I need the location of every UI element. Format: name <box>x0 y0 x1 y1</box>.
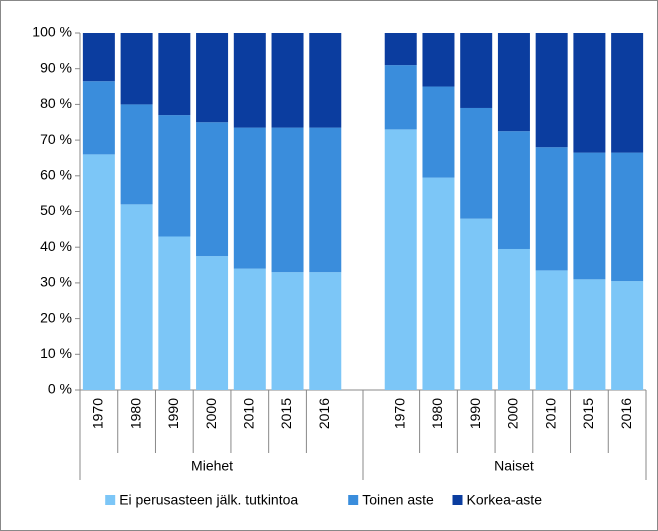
bar-segment <box>535 270 568 390</box>
bar-segment <box>422 177 455 390</box>
x-tick-label: 1990 <box>467 398 483 429</box>
bar-segment <box>271 33 304 128</box>
bar-segment <box>573 33 606 153</box>
y-tick-label: 10 % <box>40 345 72 361</box>
y-tick-label: 40 % <box>40 238 72 254</box>
y-tick-label: 20 % <box>40 309 72 325</box>
bar-segment <box>384 129 417 390</box>
y-tick-label: 50 % <box>40 202 72 218</box>
x-tick-label: 1980 <box>127 398 143 429</box>
bar-segment <box>422 86 455 178</box>
legend-swatch <box>105 495 116 505</box>
bar-segment <box>196 256 229 390</box>
bar-segment <box>82 81 115 155</box>
x-tick-label: 1980 <box>429 398 445 429</box>
y-tick-label: 60 % <box>40 167 72 183</box>
x-tick-label: 2000 <box>203 398 219 429</box>
bar-segment <box>158 33 191 116</box>
x-tick-label: 2015 <box>580 398 596 429</box>
y-tick-label: 0 % <box>48 381 72 397</box>
x-tick-label: 2010 <box>542 398 558 429</box>
bar-segment <box>611 33 644 153</box>
bar-segment <box>460 33 493 108</box>
bar-segment <box>573 279 606 390</box>
x-tick-label: 2010 <box>241 398 257 429</box>
bar-segment <box>196 122 229 257</box>
bar-segment <box>120 104 153 205</box>
bar-segment <box>535 147 568 271</box>
legend-label: Ei perusasteen jälk. tutkintoa <box>119 492 298 508</box>
bar-segment <box>309 127 342 273</box>
legend-label: Korkea-aste <box>467 492 543 508</box>
x-tick-label: 2000 <box>505 398 521 429</box>
group-label: Naiset <box>494 458 534 474</box>
y-tick-label: 30 % <box>40 274 72 290</box>
bar-segment <box>158 236 191 390</box>
bar-segment <box>271 272 304 390</box>
group-label: Miehet <box>191 458 233 474</box>
x-tick-label: 2015 <box>278 398 294 429</box>
x-tick-label: 2016 <box>316 398 332 429</box>
bar-segment <box>384 65 417 130</box>
bar-segment <box>422 33 455 87</box>
bar-segment <box>271 127 304 273</box>
bar-segment <box>158 115 191 237</box>
y-tick-label: 90 % <box>40 59 72 75</box>
y-tick-label: 100 % <box>32 24 72 40</box>
bar-segment <box>233 268 266 390</box>
bar-segment <box>497 131 530 249</box>
bar-segment <box>611 281 644 390</box>
bar-segment <box>535 33 568 148</box>
bar-segment <box>573 152 606 280</box>
bar-segment <box>196 33 229 123</box>
bar-segment <box>82 154 115 390</box>
legend-label: Toinen aste <box>362 492 434 508</box>
legend-swatch <box>348 495 359 505</box>
bar-segment <box>497 248 530 390</box>
bar-segment <box>384 33 417 66</box>
bar-segment <box>497 33 530 132</box>
y-tick-label: 80 % <box>40 95 72 111</box>
bar-segment <box>233 127 266 269</box>
x-tick-label: 1970 <box>391 398 407 429</box>
bar-segment <box>233 33 266 128</box>
bar-segment <box>120 204 153 390</box>
x-tick-label: 1990 <box>165 398 181 429</box>
x-tick-label: 1970 <box>90 398 106 429</box>
legend-swatch <box>452 495 463 505</box>
x-tick-label: 2016 <box>618 398 634 429</box>
bar-segment <box>309 33 342 128</box>
bar-segment <box>309 272 342 390</box>
bar-segment <box>82 33 115 82</box>
bar-segment <box>460 218 493 390</box>
bar-segment <box>120 33 153 105</box>
bar-segment <box>611 152 644 282</box>
y-tick-label: 70 % <box>40 131 72 147</box>
bar-segment <box>460 107 493 219</box>
